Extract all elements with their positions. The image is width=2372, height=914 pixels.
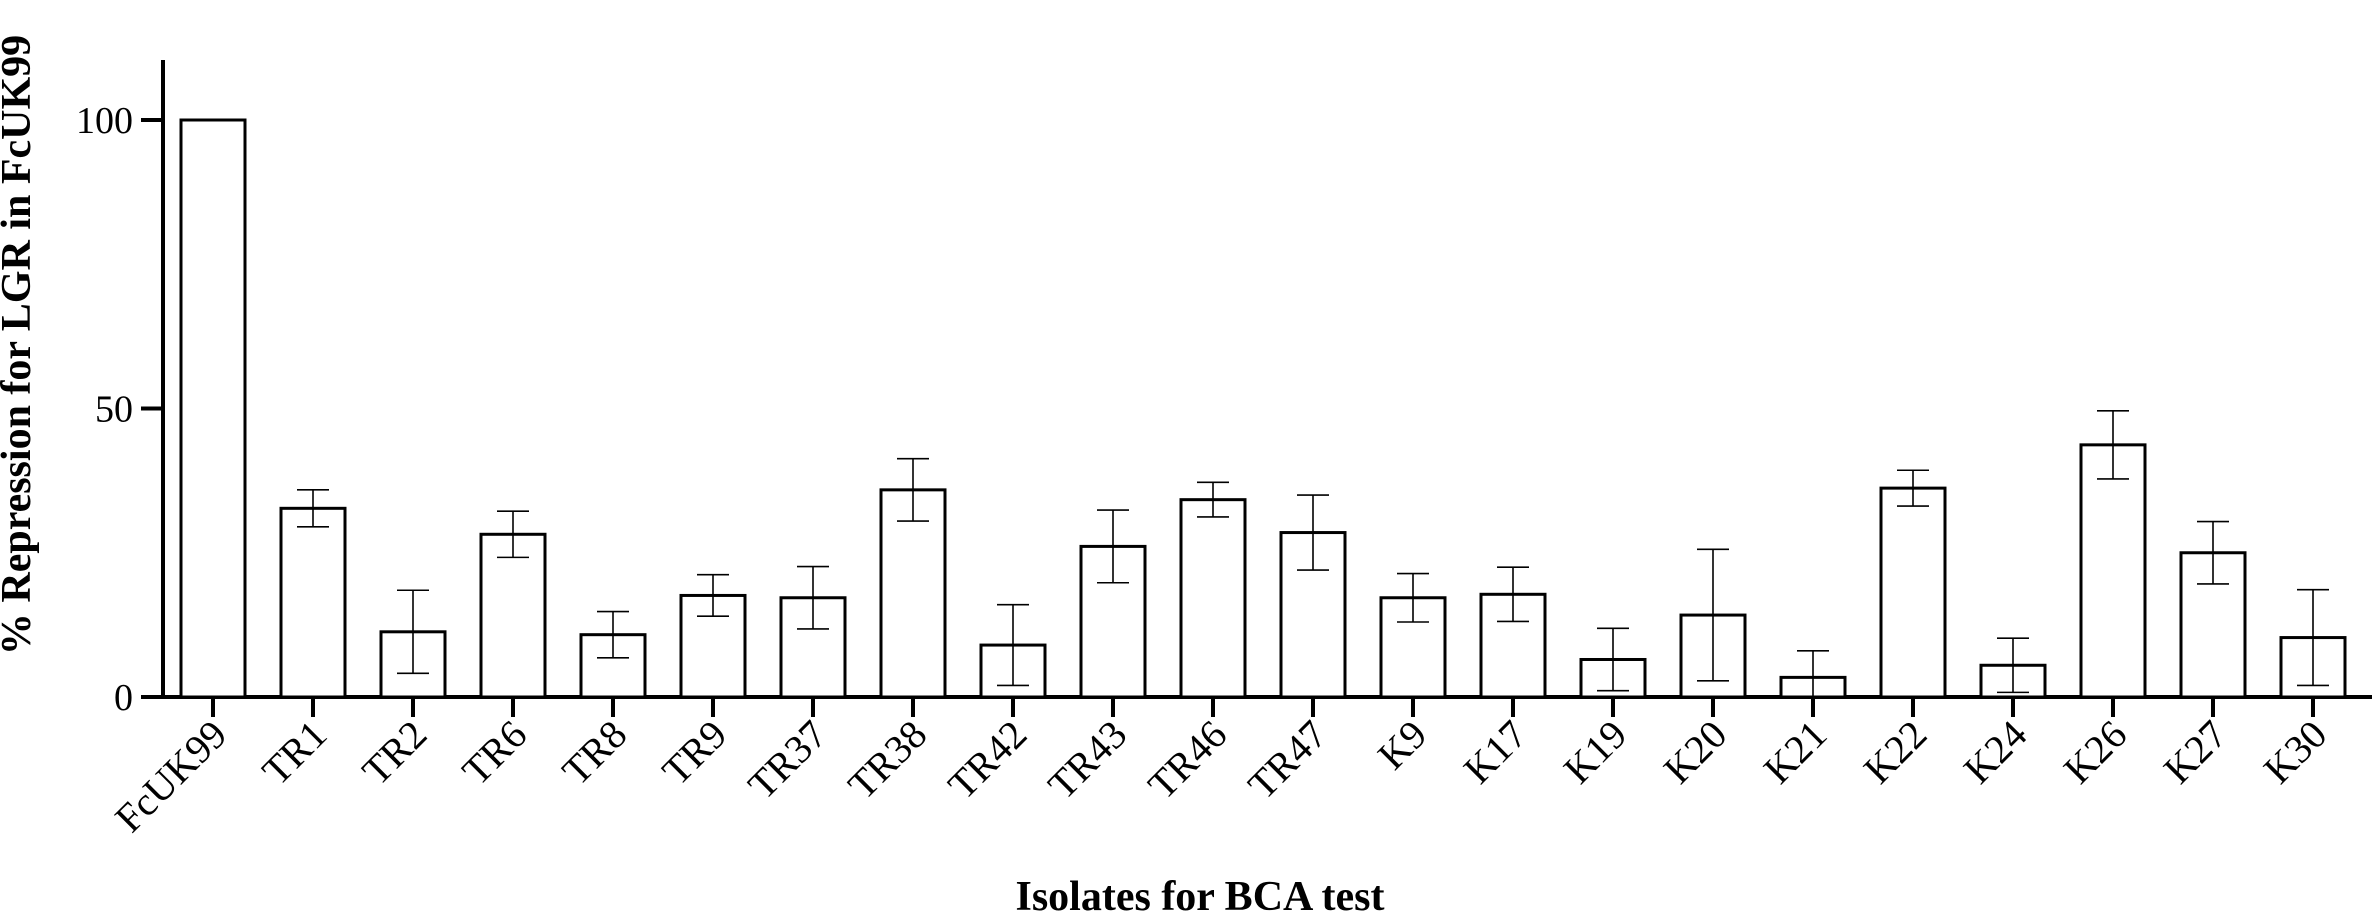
x-tick-label: TR6: [453, 712, 535, 794]
x-tick-label: FcUK99: [106, 712, 235, 841]
bar-tr6: [479, 532, 547, 699]
x-tick-label: TR43: [1039, 712, 1135, 808]
x-tick-label: TR1: [253, 712, 335, 794]
x-tick-label: TR8: [553, 712, 635, 794]
x-tick-label: K17: [1455, 712, 1536, 793]
x-tick-label: TR42: [939, 712, 1035, 808]
x-tick-label: K24: [1955, 712, 2036, 793]
x-tick-label: K27: [2155, 712, 2236, 793]
bar-k26: [2079, 443, 2147, 699]
x-tick-label: K26: [2055, 712, 2136, 793]
bar-fcuk99: [179, 118, 247, 699]
bar-k22: [1879, 486, 1947, 699]
x-axis-title: Isolates for BCA test: [1015, 874, 1384, 914]
x-tick-label: K20: [1655, 712, 1736, 793]
x-tick-label: K19: [1555, 712, 1636, 793]
bar-tr1: [279, 506, 347, 699]
y-axis-title: % Repression for LGR in FcUK99: [0, 35, 40, 655]
bar-tr46: [1179, 498, 1247, 699]
x-tick-label: TR2: [353, 712, 435, 794]
x-tick-label: K21: [1755, 712, 1836, 793]
x-tick-label: TR37: [739, 712, 835, 808]
x-tick-label: K30: [2255, 712, 2336, 793]
x-tick-label: TR38: [839, 712, 935, 808]
y-tick-label: 100: [76, 100, 133, 142]
x-tick-label: K22: [1855, 712, 1936, 793]
x-tick-label: TR47: [1239, 712, 1335, 808]
y-tick-label: 0: [114, 677, 133, 719]
bar-tr38: [879, 488, 947, 699]
x-tick-label: K9: [1369, 712, 1435, 778]
y-tick-label: 50: [95, 389, 133, 431]
x-tick-label: TR46: [1139, 712, 1235, 808]
x-tick-label: TR9: [653, 712, 735, 794]
